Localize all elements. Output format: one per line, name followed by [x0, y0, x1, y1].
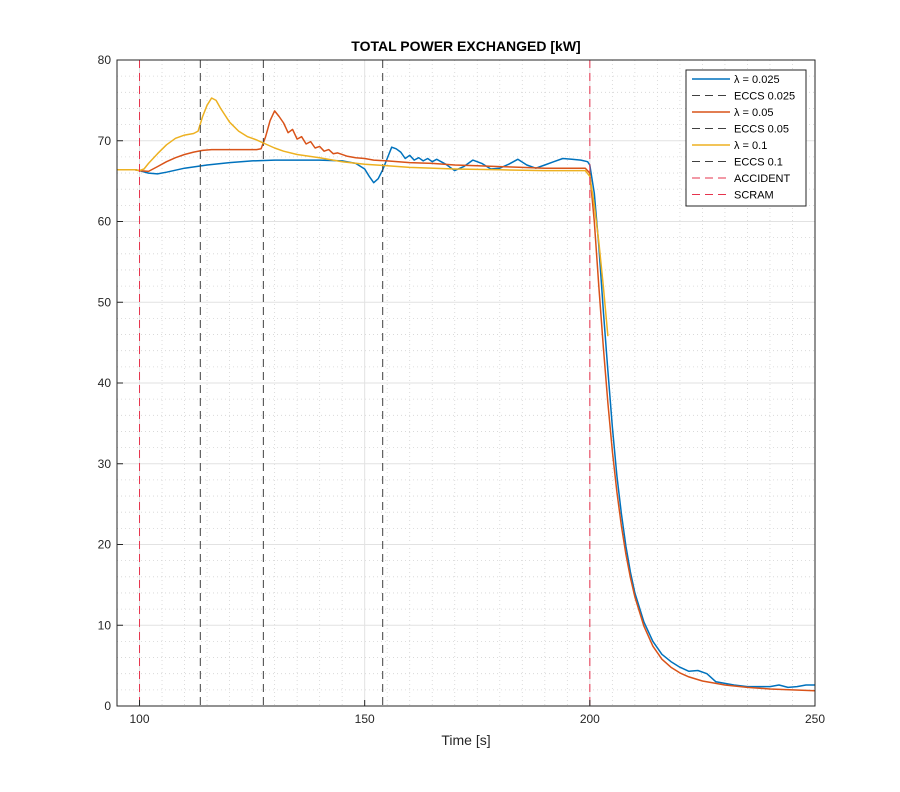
y-tick-label: 0	[104, 699, 111, 713]
legend-label: λ = 0.05	[734, 107, 773, 119]
legend-box	[685, 69, 807, 207]
legend-label: λ = 0.1	[734, 140, 767, 152]
legend-label: λ = 0.025	[734, 74, 780, 86]
minor-grid	[116, 60, 815, 706]
y-tick-label: 60	[98, 215, 112, 229]
y-tick-label: 20	[98, 538, 112, 552]
x-axis-label: Time [s]	[441, 732, 490, 748]
legend-label: ACCIDENT	[734, 173, 791, 185]
series-line--005	[117, 110, 816, 692]
chart-title: TOTAL POWER EXCHANGED [kW]	[351, 38, 580, 54]
y-tick-label: 70	[98, 134, 112, 148]
x-tick-label: 200	[580, 712, 600, 726]
y-tick-label: 40	[98, 376, 112, 390]
y-tick-label: 30	[98, 457, 112, 471]
legend-label: SCRAM	[734, 190, 774, 202]
series-line--01	[117, 97, 609, 337]
x-tick-label: 100	[130, 712, 150, 726]
y-tick-label: 50	[98, 295, 112, 309]
tick-marks	[117, 59, 816, 707]
series-layer	[117, 60, 816, 706]
legend-label: ECCS 0.05	[734, 124, 789, 136]
x-tick-label: 250	[805, 712, 825, 726]
y-tick-label: 10	[98, 618, 112, 632]
legend-label: ECCS 0.025	[734, 91, 795, 103]
y-tick-label: 80	[98, 53, 112, 67]
legend-label: ECCS 0.1	[734, 157, 783, 169]
tick-labels: 100 150 200 250 0 10 20 30 40 50 60 70 80	[98, 53, 826, 726]
legend: λ = 0.025 ECCS 0.025 λ = 0.05 ECCS 0.05 λ = …	[685, 69, 807, 207]
x-tick-label: 150	[355, 712, 375, 726]
